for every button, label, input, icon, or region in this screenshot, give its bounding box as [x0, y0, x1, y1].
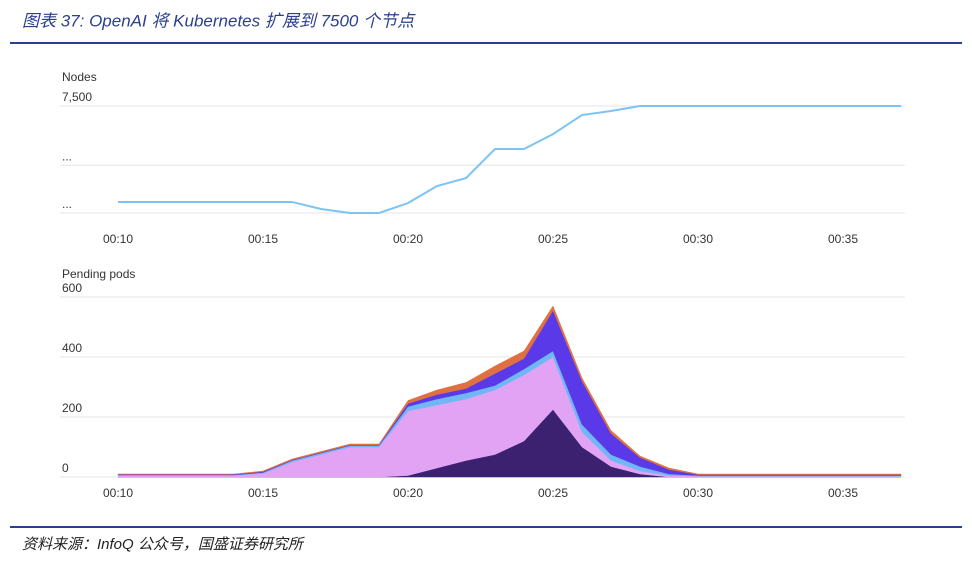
- area-layer: [117, 305, 902, 475]
- y-tick-label: 200: [62, 401, 82, 415]
- y-tick-label: 0: [62, 461, 69, 475]
- chart-title: Pending pods: [62, 267, 135, 281]
- x-tick-label: 00:30: [683, 486, 713, 500]
- x-tick-label: 00:10: [103, 232, 133, 246]
- y-tick-label: 400: [62, 341, 82, 355]
- x-tick-label: 00:30: [683, 232, 713, 246]
- x-tick-label: 00:35: [828, 486, 858, 500]
- x-tick-label: 00:10: [103, 486, 133, 500]
- x-tick-label: 00:25: [538, 232, 568, 246]
- y-tick-label: 7,500: [62, 90, 92, 104]
- x-tick-label: 00:25: [538, 486, 568, 500]
- y-tick-label: ...: [62, 197, 72, 211]
- x-tick-label: 00:20: [393, 486, 423, 500]
- header-title: 图表 37: OpenAI 将 Kubernetes 扩展到 7500 个节点: [22, 11, 416, 30]
- y-tick-label: 600: [62, 281, 82, 295]
- nodes-line: [118, 105, 901, 215]
- x-tick-label: 00:15: [248, 486, 278, 500]
- source-note: 资料来源：InfoQ 公众号，国盛证券研究所: [22, 536, 305, 553]
- x-tick-label: 00:20: [393, 232, 423, 246]
- y-tick-label: ...: [62, 149, 72, 163]
- x-tick-label: 00:35: [828, 232, 858, 246]
- x-tick-label: 00:15: [248, 232, 278, 246]
- chart-title: Nodes: [62, 70, 97, 84]
